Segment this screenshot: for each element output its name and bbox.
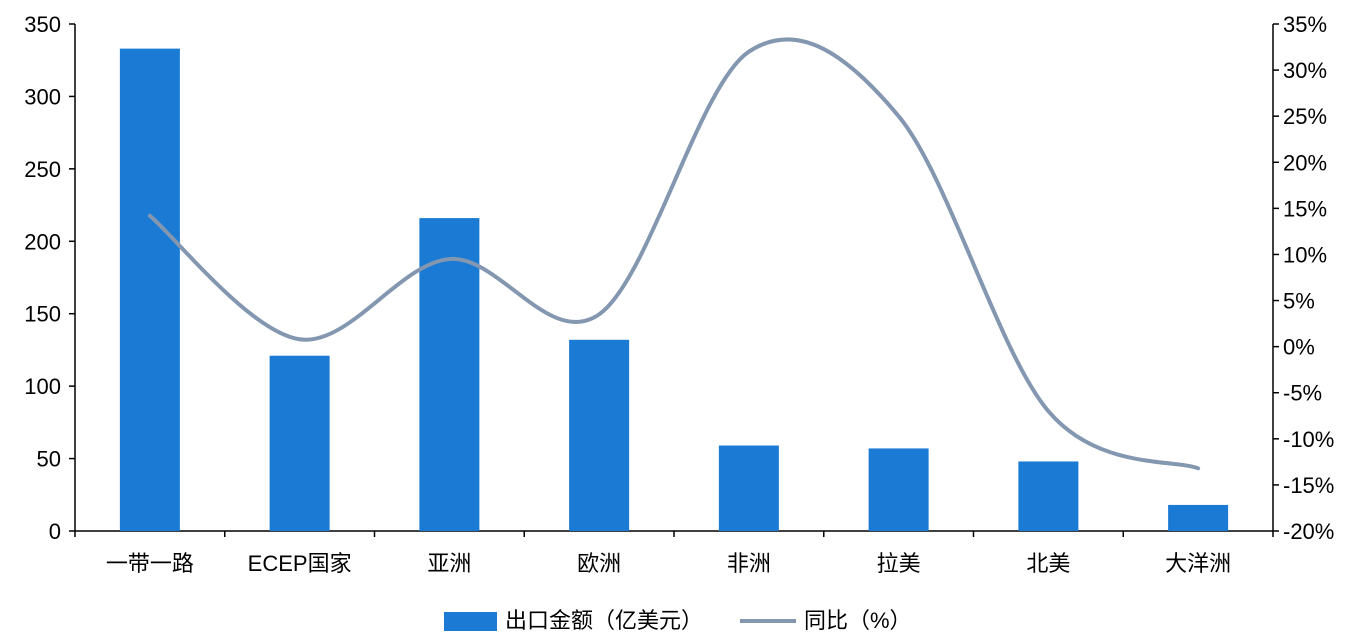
legend: 出口金额（亿美元） 同比（%） xyxy=(444,608,912,633)
line-path xyxy=(147,37,1201,471)
bar xyxy=(569,339,630,531)
bar xyxy=(419,218,480,531)
y-right-tick-label: -20% xyxy=(1283,519,1334,544)
x-tick-label: 拉美 xyxy=(877,551,921,576)
axes: 0 50 100 150 200 250 300 350 -20% -15% -10% -5% 0% 5%… xyxy=(24,12,1334,544)
y-right-tick-label: 20% xyxy=(1283,150,1327,175)
legend-line-label: 同比（%） xyxy=(804,608,912,633)
y-left-tick-label: 250 xyxy=(24,157,61,182)
y-right-tick-label: 5% xyxy=(1283,289,1315,314)
y-right-tick-label: -10% xyxy=(1283,427,1334,452)
bar xyxy=(1168,504,1229,531)
y-left-tick-label: 300 xyxy=(24,84,61,109)
x-tick-label: 亚洲 xyxy=(427,551,471,576)
x-axis-labels: 一带一路 ECEP国家 亚洲 欧洲 非洲 拉美 北美 大洋洲 xyxy=(106,551,1231,576)
y-right-tick-label: 35% xyxy=(1283,12,1327,37)
y-left-tick-label: 150 xyxy=(24,302,61,327)
x-tick-label: 北美 xyxy=(1026,551,1070,576)
legend-bar-swatch xyxy=(444,612,497,631)
y-left-tick-label: 350 xyxy=(24,12,61,37)
y-right-tick-label: -5% xyxy=(1283,381,1322,406)
bar xyxy=(269,355,330,531)
bar xyxy=(1018,461,1079,531)
y-right-tick-label: 0% xyxy=(1283,335,1315,360)
y-right-tick-label: -15% xyxy=(1283,473,1334,498)
bar xyxy=(718,445,779,531)
line-series xyxy=(147,37,1201,471)
bar xyxy=(119,48,180,532)
y-left-tick-label: 200 xyxy=(24,229,61,254)
bar xyxy=(868,448,929,531)
y-right-tick-label: 10% xyxy=(1283,242,1327,267)
y-left-tick-label: 0 xyxy=(49,519,61,544)
y-left-tick-label: 50 xyxy=(37,447,61,472)
x-tick-label: 非洲 xyxy=(727,551,771,576)
x-tick-label: 大洋洲 xyxy=(1165,551,1231,576)
x-tick-label: 一带一路 xyxy=(106,551,194,576)
y-left-tick-label: 100 xyxy=(24,374,61,399)
y-right-tick-label: 30% xyxy=(1283,58,1327,83)
legend-bar-label: 出口金额（亿美元） xyxy=(505,608,703,633)
y-right-tick-label: 25% xyxy=(1283,104,1327,129)
x-tick-label: 欧洲 xyxy=(577,551,621,576)
bar-series xyxy=(119,48,1229,532)
x-tick-label: ECEP国家 xyxy=(248,551,352,576)
y-right-tick-label: 15% xyxy=(1283,196,1327,221)
